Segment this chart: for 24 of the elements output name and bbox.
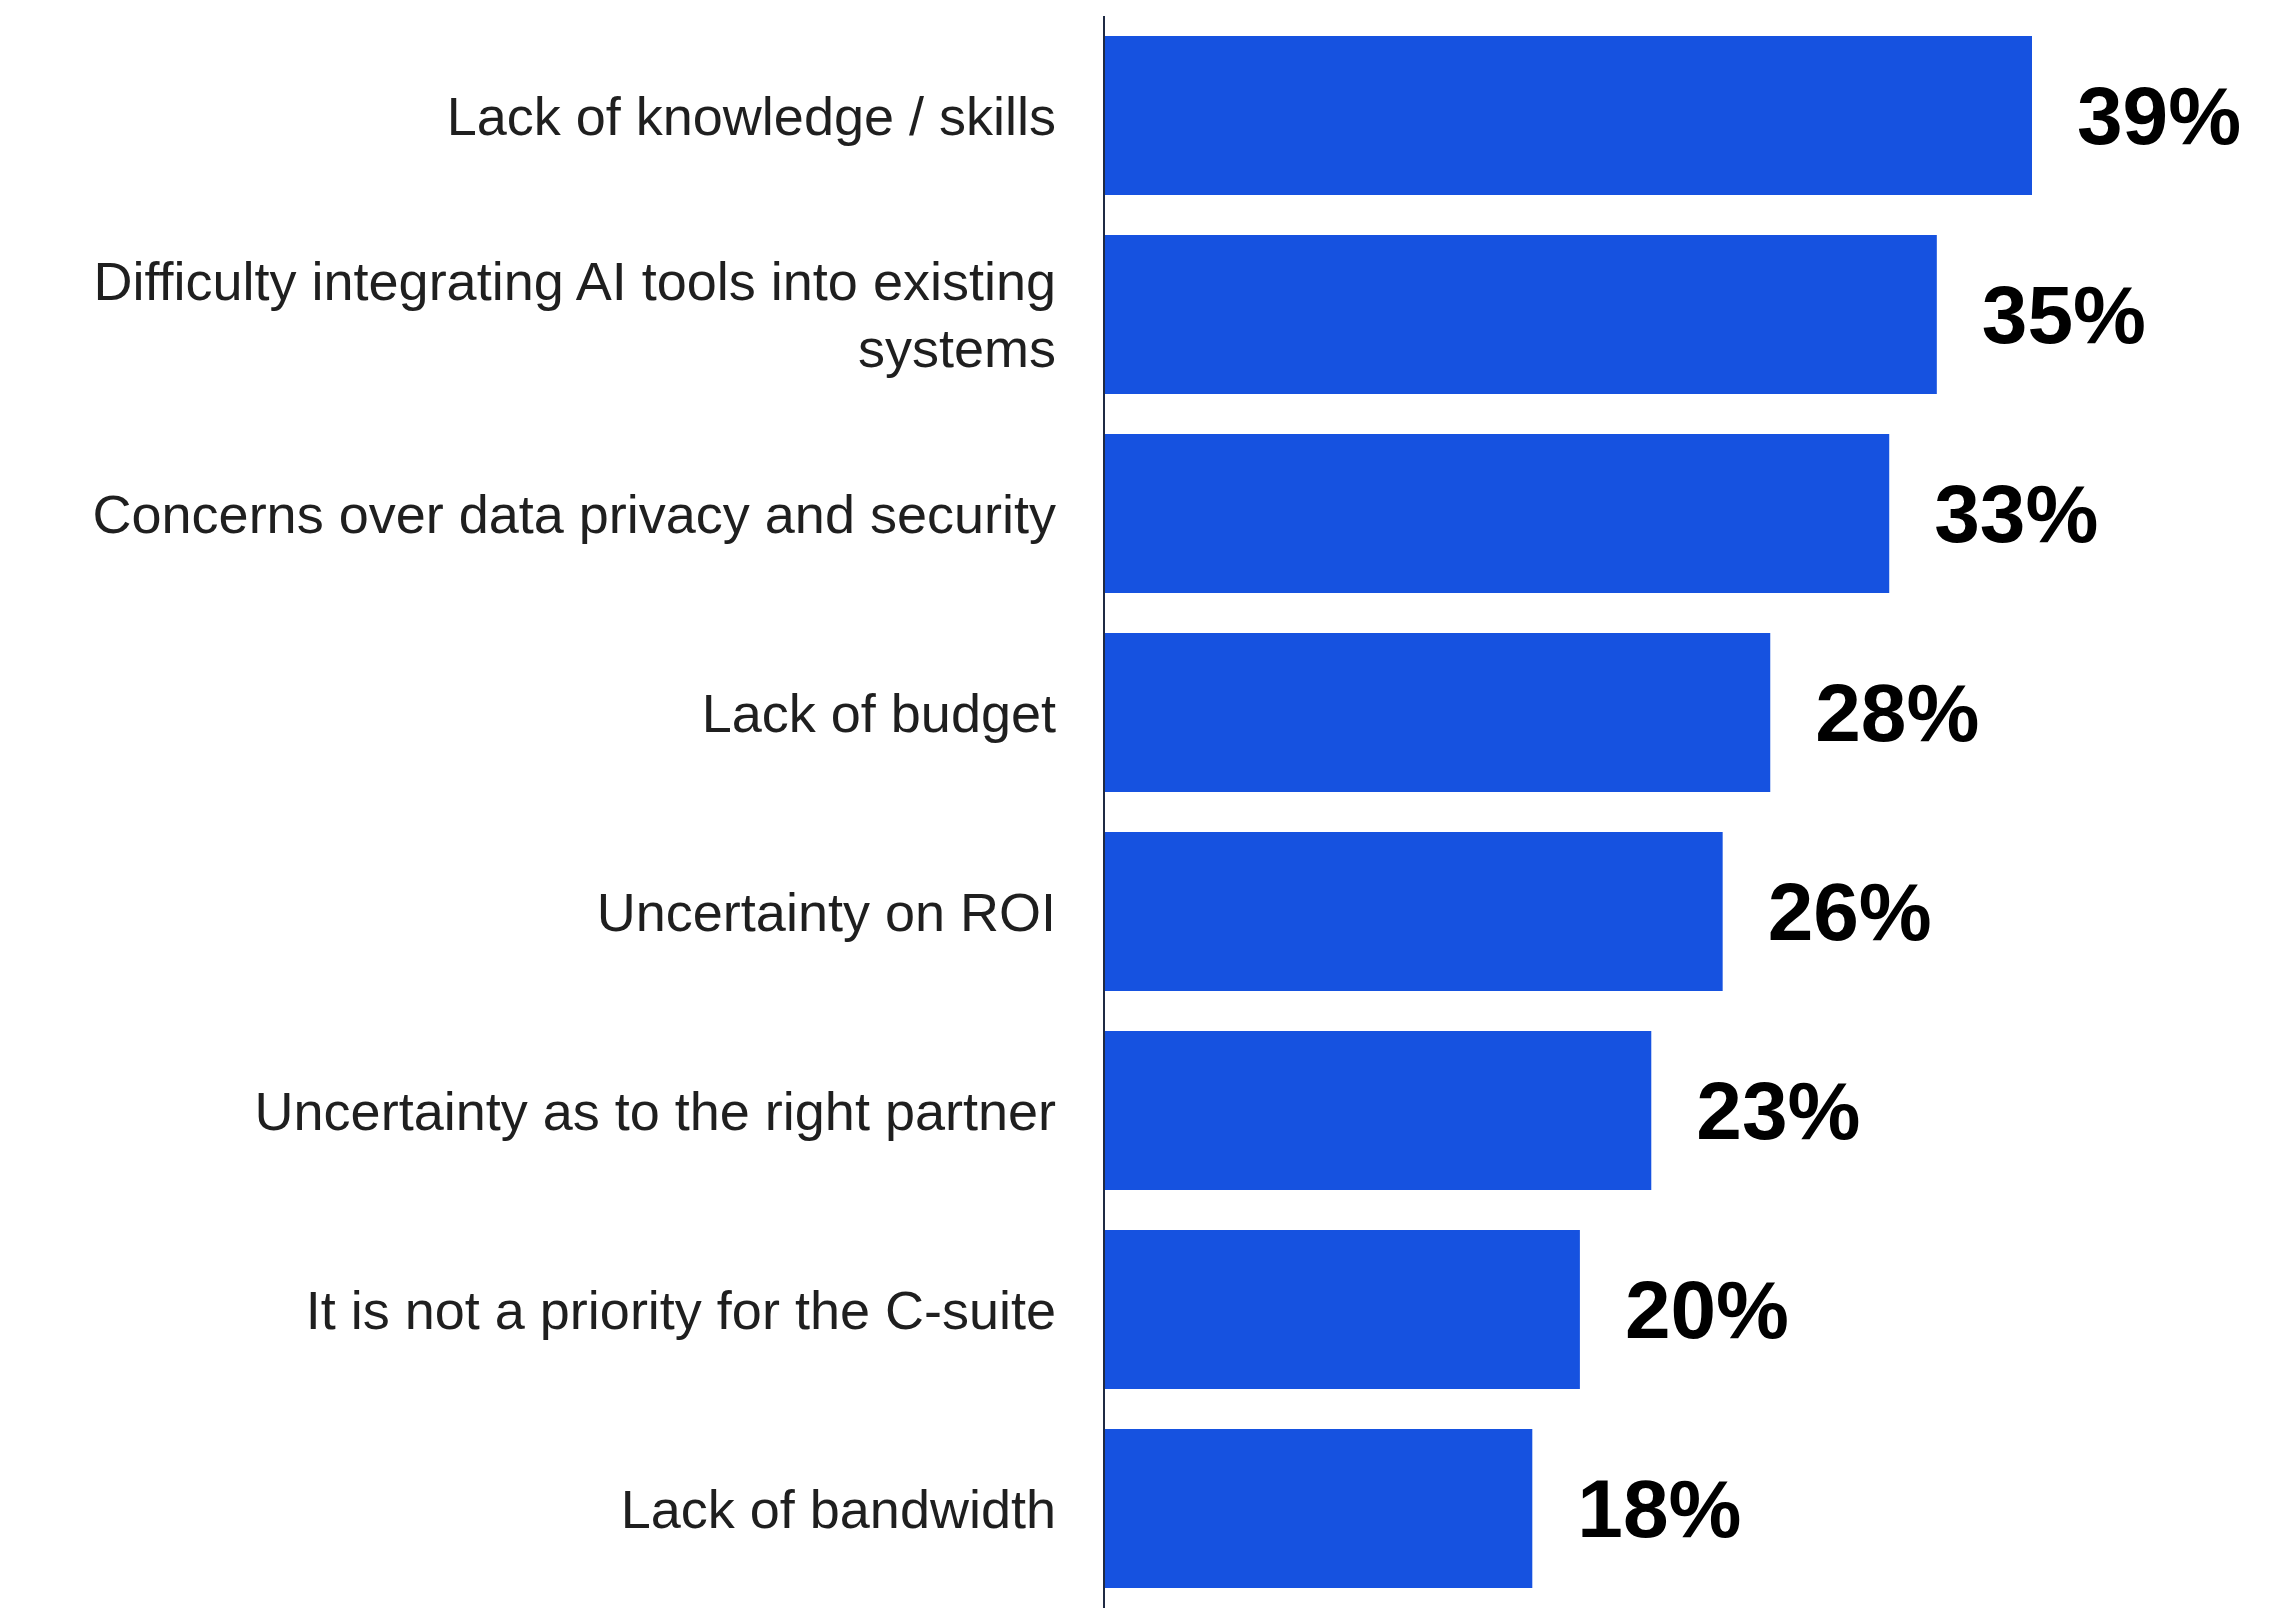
data-label: 26% — [1767, 865, 1932, 957]
bar — [1104, 632, 1771, 792]
y-tick-label: Lack of bandwidth — [620, 1478, 1056, 1539]
data-label: 20% — [1624, 1263, 1790, 1355]
bar — [1104, 1030, 1652, 1190]
y-tick-label: Concerns over data privacy and security — [92, 483, 1056, 544]
y-tick-label: Lack of knowledge / skills — [446, 85, 1056, 146]
bar — [1104, 1428, 1533, 1588]
bar — [1104, 433, 1890, 593]
y-tick-label: Uncertainty on ROI — [596, 881, 1056, 942]
y-tick-label: Lack of budget — [701, 682, 1056, 743]
data-label: 39% — [2077, 69, 2242, 161]
bar — [1104, 1229, 1580, 1389]
data-label: 33% — [1934, 467, 2099, 559]
data-label: 28% — [1815, 666, 1980, 758]
bar — [1104, 234, 1937, 394]
bar — [1104, 35, 2032, 195]
data-label: 18% — [1577, 1462, 1742, 1554]
y-tick-label: Uncertainty as to the right partner — [254, 1080, 1057, 1141]
y-tick-label: Difficulty integrating AI tools into existing systems — [93, 250, 1056, 379]
data-label: 23% — [1696, 1064, 1861, 1156]
data-label: 35% — [1981, 268, 2146, 360]
y-tick-label: It is not a priority for the C-suite — [305, 1279, 1056, 1340]
bar — [1104, 831, 1723, 991]
